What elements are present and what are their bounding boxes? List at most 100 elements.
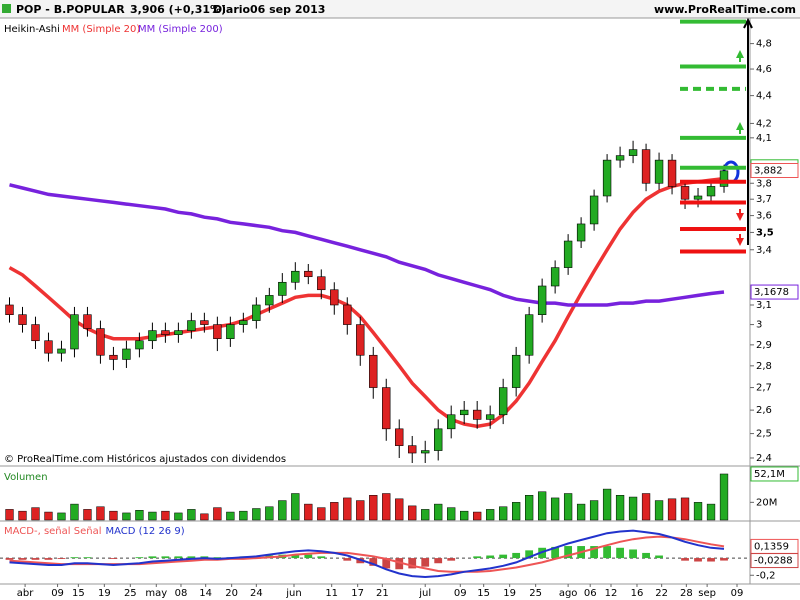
candle-body (174, 330, 183, 335)
candle-body (498, 387, 508, 416)
panel-title: Volumen (4, 472, 48, 483)
histogram-bar (642, 552, 650, 559)
candle-body (719, 170, 729, 187)
icon (2, 4, 11, 13)
volume-bar (174, 512, 183, 521)
volume-bar (356, 500, 365, 521)
volume-bar (421, 509, 430, 521)
x-tick-label: 11 (325, 588, 338, 599)
volume-bar (148, 511, 157, 521)
candle-body (239, 320, 248, 325)
x-tick-label: 06 (584, 588, 597, 599)
quote: 3,906 (+0,31%) (130, 3, 226, 16)
candle-body (148, 330, 157, 342)
volume-bar (537, 491, 547, 521)
x-tick-label: jul (418, 588, 431, 599)
volume-bar (473, 511, 482, 521)
candle-body (693, 195, 703, 200)
x-tick-label: 09 (51, 588, 64, 599)
candle-body (44, 340, 53, 354)
x-tick-label: sep (698, 588, 716, 599)
candle-body (18, 314, 27, 325)
histogram-bar (161, 556, 170, 559)
x-tick-label: 20 (225, 588, 238, 599)
candle-body (265, 295, 274, 306)
candle-body (459, 409, 469, 416)
candle-body (317, 276, 326, 291)
y-tick-label: 2,7 (756, 383, 772, 394)
y-tick-label: 3,7 (756, 194, 772, 205)
price-label: 52,1M (754, 469, 785, 480)
y-tick-label: 20M (756, 497, 777, 508)
volume-bar (57, 512, 66, 521)
price-label-box (750, 162, 799, 178)
volume-bar (213, 507, 222, 521)
volume-bar (44, 511, 53, 521)
candle-body (602, 159, 612, 197)
histogram-bar (18, 558, 27, 560)
price-label-box (750, 466, 799, 482)
candle-body (447, 414, 456, 430)
x-tick-label: 22 (655, 588, 668, 599)
candle-body (291, 270, 300, 283)
histogram-bar (174, 556, 183, 559)
volume-bar (382, 493, 391, 521)
histogram-bar (681, 558, 689, 561)
histogram-bar (148, 556, 157, 559)
volume-bar (369, 495, 378, 521)
candle-body (382, 387, 391, 430)
macd-line (9, 529, 725, 579)
candle-body (369, 354, 378, 388)
y-tick-label: 2,9 (756, 340, 772, 351)
candle-body (135, 340, 144, 350)
candle-body (395, 428, 404, 446)
histogram-bar (395, 558, 404, 570)
volume-bar (641, 493, 651, 521)
y-tick-label: 3,6 (756, 211, 772, 222)
candle-body (70, 314, 79, 350)
histogram-bar (408, 558, 417, 569)
y-tick-label: 4,4 (756, 91, 772, 102)
histogram-bar (5, 558, 14, 560)
histogram-bar (564, 546, 573, 559)
volume-bar (680, 497, 690, 521)
histogram-bar (31, 558, 40, 560)
histogram-bar (655, 555, 663, 559)
x-tick-label: jun (285, 588, 301, 599)
x-tick-label: 17 (351, 588, 364, 599)
price-label: 0,1359 (754, 541, 789, 552)
histogram-bar (57, 558, 66, 559)
volume-bar (96, 506, 105, 521)
legend-entry: MACD-, señal Señal (4, 526, 101, 537)
y-tick-label: -0,2 (756, 570, 776, 581)
histogram-bar (213, 557, 222, 559)
candle-body (57, 348, 66, 354)
x-tick-label: 15 (72, 588, 85, 599)
candle-body (563, 240, 573, 268)
x-tick-label: 09 (454, 588, 467, 599)
legend-entry: MM (Simple 20) (62, 24, 140, 35)
price-label: 3,1678 (754, 287, 789, 298)
candle-body (524, 314, 534, 356)
candle-body (200, 320, 209, 325)
volume-bar (602, 488, 612, 521)
volume-bar (135, 510, 144, 521)
volume-bar (83, 509, 92, 521)
x-tick-label: 25 (529, 588, 542, 599)
date: 06 sep 2013 (250, 3, 325, 16)
price-label-box (750, 553, 799, 569)
histogram-bar (603, 546, 611, 559)
volume-bar (550, 497, 560, 521)
histogram-bar (525, 550, 534, 559)
candle-body (122, 348, 131, 360)
candle-body (472, 409, 482, 420)
histogram-bar (707, 558, 715, 562)
candle-body (330, 289, 339, 306)
volume-bar (265, 506, 274, 521)
volume-bar (525, 495, 534, 521)
y-tick-label: 2,8 (756, 361, 772, 372)
volume-bar (239, 510, 248, 521)
volume-bar (486, 509, 495, 521)
candle-body (226, 324, 235, 339)
